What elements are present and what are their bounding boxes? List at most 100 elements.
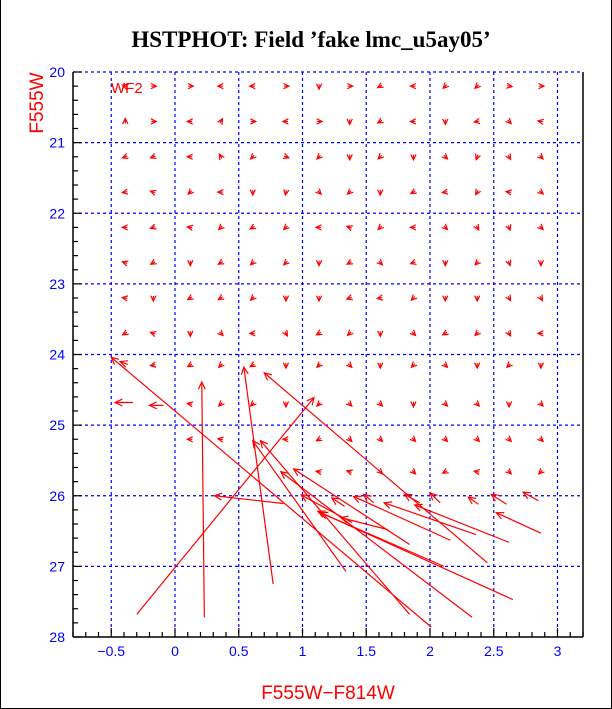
residual-vector-head <box>429 491 438 501</box>
small-vector-head <box>505 435 513 443</box>
small-vector-head <box>347 82 355 90</box>
x-axis-label: F555W−F814W <box>261 683 395 704</box>
residual-vector-head <box>339 515 349 524</box>
small-vector-head <box>248 361 257 368</box>
small-vector-head <box>474 258 481 266</box>
small-vector-head <box>217 117 224 125</box>
small-vector-head <box>149 331 157 338</box>
small-vector-head <box>376 467 384 475</box>
small-vector-head <box>537 362 545 370</box>
small-vector-head <box>442 295 449 303</box>
residual-vector-head <box>306 396 315 406</box>
small-vector-head <box>537 260 545 268</box>
small-vector-head <box>149 258 157 265</box>
residual-vector-head <box>300 494 310 502</box>
small-vector-head <box>315 361 323 369</box>
residual-vector-head <box>495 511 505 520</box>
small-vector-head <box>345 361 353 369</box>
small-vector-head <box>377 362 384 370</box>
small-vector-head <box>505 329 512 338</box>
small-vector-head <box>376 258 384 266</box>
residual-vector <box>522 491 539 502</box>
small-vector-head <box>282 153 291 159</box>
small-vector-head <box>314 224 322 231</box>
small-vector-head <box>282 401 290 409</box>
small-vector-head <box>410 294 418 302</box>
small-vector-head <box>409 82 417 90</box>
small-vector-head <box>217 361 225 369</box>
residual-vector-head <box>251 439 261 449</box>
small-vector-head <box>377 223 385 231</box>
small-vector-head <box>121 153 129 159</box>
small-vector-head <box>315 153 323 160</box>
residual-vector-head <box>352 495 362 503</box>
small-vector-head <box>537 467 545 475</box>
small-vector-head <box>409 258 417 265</box>
small-vector-head <box>314 469 323 476</box>
small-vector-head <box>121 329 129 336</box>
residual-vector <box>490 493 507 505</box>
small-vector-head <box>409 188 417 195</box>
small-vector-head <box>346 329 354 337</box>
residual-vector <box>320 512 445 567</box>
residual-vector <box>404 493 421 504</box>
small-vector-head <box>536 330 544 337</box>
residual-vector-head <box>330 497 340 506</box>
x-tick-label: −0.5 <box>97 643 125 659</box>
small-vector-head <box>409 467 417 475</box>
small-vector-head <box>410 361 418 369</box>
residual-vector <box>214 495 284 505</box>
small-vector-head <box>149 153 157 159</box>
small-vector-head <box>441 361 449 369</box>
small-vector-head <box>376 435 384 443</box>
small-vector-head <box>249 153 257 160</box>
residual-vector <box>383 502 477 536</box>
small-vector-head <box>186 294 194 301</box>
small-vector-head <box>537 294 544 302</box>
tick-labels: −0.5 0 0.5 1 1.5 2 2.5 3 20 21 22 23 24 25 26 27 28 <box>49 64 561 659</box>
small-vector-head <box>473 223 480 232</box>
residual-vector-head <box>413 503 423 512</box>
small-vector-head <box>345 294 353 301</box>
small-vector-head <box>345 400 353 408</box>
small-vector-head <box>376 82 384 89</box>
small-vector-head <box>441 435 449 443</box>
residual-vector-head <box>362 493 372 502</box>
small-vector-head <box>376 117 384 124</box>
small-vector-head <box>377 153 385 160</box>
residual-vector-head <box>319 511 329 520</box>
small-vector-head <box>121 83 129 90</box>
residual-vector-head <box>263 371 273 381</box>
residual-vector <box>414 504 510 543</box>
small-vector-head <box>346 154 353 162</box>
x-tick-label: 0.5 <box>229 643 249 659</box>
small-vector-head <box>315 188 323 196</box>
small-vector-head <box>441 400 449 408</box>
small-vector-head <box>250 118 258 125</box>
small-vector-head <box>315 295 323 303</box>
small-vector-head <box>442 118 449 126</box>
residual-vector <box>263 372 488 564</box>
small-vector-head <box>248 82 256 90</box>
small-vector-head <box>282 329 289 338</box>
small-vector-head <box>249 294 257 302</box>
small-vector-head <box>505 224 512 232</box>
small-vector-head <box>315 435 323 442</box>
small-vector-head <box>150 295 157 303</box>
small-vector-head <box>537 188 545 195</box>
small-vector-head <box>377 330 384 338</box>
grid-lines <box>73 71 583 637</box>
small-vector-head <box>216 436 224 443</box>
residual-vector <box>293 468 410 545</box>
small-vector-head <box>217 223 225 231</box>
y-tick-label: 24 <box>49 347 65 363</box>
residual-vector-head <box>521 491 532 500</box>
residual-vector <box>331 497 345 507</box>
small-vector-head <box>282 295 290 303</box>
small-vector-head <box>249 400 257 408</box>
residual-vector <box>243 367 274 585</box>
residual-vector <box>201 382 205 618</box>
small-vector-head <box>217 400 225 408</box>
small-vector-head <box>409 118 417 125</box>
